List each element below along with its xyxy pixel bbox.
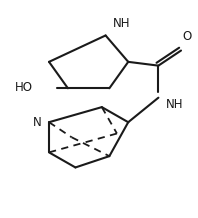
Text: N: N — [33, 116, 42, 129]
Text: O: O — [182, 30, 191, 43]
Text: NH: NH — [166, 98, 183, 111]
Text: HO: HO — [15, 81, 33, 94]
Text: NH: NH — [113, 17, 131, 30]
